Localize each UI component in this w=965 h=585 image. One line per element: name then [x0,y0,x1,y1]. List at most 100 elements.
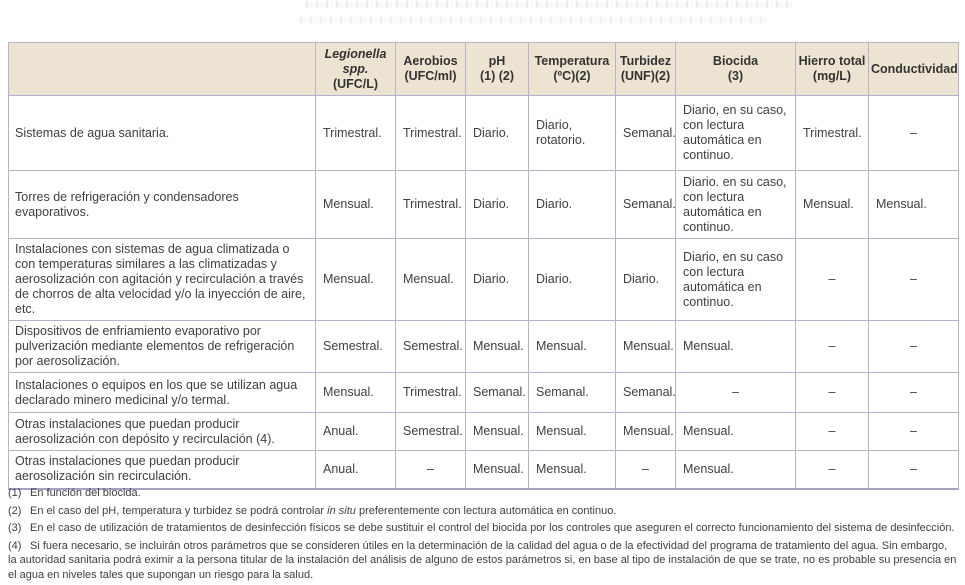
frequency-cell: Anual. [315,412,396,451]
frequency-cell: Diario, rotatorio. [528,95,616,171]
facility-row: Torres de refrigeración y condensadores … [8,170,959,239]
facility-row: Sistemas de agua sanitaria. Trimestral. Tr… [8,95,959,171]
frequency-cell: Mensual. [615,412,676,451]
frequency-cell: Semanal. [615,372,676,413]
frequency-cell: Mensual. [868,170,959,239]
frequency-cell: – [395,450,466,489]
column-header-title: Hierro total [798,54,866,68]
cropped-text-remnant [300,17,768,24]
frequency-cell: Mensual. [315,170,396,239]
facility-row: Otras instalaciones que puedan producir … [8,450,959,489]
frequency-cell: – [675,372,796,413]
facility-row: Dispositivos de enfriamiento evaporativo… [8,320,959,373]
footnotes: (1) En función del biocida. (2) En el caso … [8,486,958,585]
column-header-ph: pH (1) (2) [465,42,529,96]
facility-row: Otras instalaciones que puedan producir … [8,412,959,451]
frequency-cell: Mensual. [795,170,869,239]
monitoring-frequency-table: Legionella spp. (UFC/L) Aerobios (UFC/ml) pH… [8,42,959,490]
footnote-text: preferentemente con lectura automática e… [355,504,617,517]
frequency-cell: Mensual. [465,412,529,451]
column-header-unit: (ºC)(2) [553,69,591,83]
footnote-italic-text: in situ [327,504,356,517]
footnote: (3) En el caso de utilización de tratamie… [8,521,958,536]
frequency-cell: Diario. [615,238,676,321]
column-header-legionella: Legionella spp. (UFC/L) [315,42,396,96]
frequency-cell: – [795,412,869,451]
row-label-cell: Otras instalaciones que puedan producir … [8,450,316,489]
cropped-text-remnant [306,1,794,8]
column-header-unit: (mg/L) [812,69,852,83]
frequency-cell: – [868,412,959,451]
footnote: (4) Si fuera necesario, se incluirán otro… [8,539,958,583]
frequency-cell: Mensual. [315,238,396,321]
column-header-title: Temperatura [534,54,610,68]
column-header-unit: (UNF)(2) [620,69,671,83]
frequency-cell: Diario. [528,170,616,239]
frequency-cell: Mensual. [675,412,796,451]
facility-row: Instalaciones con sistemas de agua clima… [8,238,959,321]
column-header-title: Biocida [712,54,759,68]
column-header-biocida: Biocida (3) [675,42,796,96]
footnote-number: (3) [8,522,22,535]
column-header-unit: (UFC/ml) [404,69,457,83]
frequency-cell: – [795,320,869,373]
frequency-cell: Trimestral. [395,372,466,413]
frequency-cell: Semanal. [615,170,676,239]
footnote: (2) En el caso del pH, temperatura y turb… [8,504,958,519]
footnote-text: En función del biocida. [30,487,141,499]
column-header-unit: (3) [727,69,744,83]
frequency-cell: Mensual. [615,320,676,373]
frequency-cell: Diario. [465,95,529,171]
frequency-cell: Mensual. [528,320,616,373]
footnote-text: Si fuera necesario, se incluirán otros p… [8,539,957,581]
column-header-title: Legionella spp. [324,46,387,76]
frequency-cell: – [868,238,959,321]
frequency-cell: – [868,450,959,489]
frequency-cell: Mensual. [465,450,529,489]
frequency-cell: Mensual. [315,372,396,413]
frequency-cell: Diario. en su caso, con lectura automáti… [675,170,796,239]
frequency-cell: Semanal. [465,372,529,413]
footnote-number: (1) [8,487,22,499]
row-label-cell: Dispositivos de enfriamiento evaporativo… [8,320,316,373]
frequency-cell: Mensual. [528,412,616,451]
frequency-cell: – [868,95,959,171]
frequency-cell: Mensual. [675,320,796,373]
table-header: Legionella spp. (UFC/L) Aerobios (UFC/ml) pH… [8,42,959,96]
frequency-cell: – [795,450,869,489]
frequency-cell: Diario, en su caso con lectura automátic… [675,238,796,321]
column-header-temperatura: Temperatura (ºC)(2) [528,42,616,96]
column-header-unit: (1) (2) [479,69,515,83]
frequency-cell: Diario. [465,238,529,321]
footnote: (1) En función del biocida. [8,486,958,501]
frequency-cell: Mensual. [395,238,466,321]
frequency-cell: – [795,238,869,321]
footnote-number: (4) [8,539,22,552]
frequency-cell: – [615,450,676,489]
column-header-title: Aerobios [403,54,458,68]
row-label-cell: Sistemas de agua sanitaria. [8,95,316,171]
frequency-cell: Mensual. [528,450,616,489]
frequency-cell: Semanal. [528,372,616,413]
facility-row: Instalaciones o equipos en los que se ut… [8,372,959,413]
row-label-cell: Otras instalaciones que puedan producir … [8,412,316,451]
column-header-title: Conductividad [871,61,958,76]
frequency-cell: Trimestral. [315,95,396,171]
column-header-title: pH [488,54,506,68]
frequency-cell: – [868,372,959,413]
column-header-hierro-total: Hierro total (mg/L) [795,42,869,96]
frequency-cell: Diario, en su caso, con lectura automáti… [675,95,796,171]
frequency-cell: Trimestral. [395,95,466,171]
footnote-text: En el caso del pH, temperatura y turbide… [30,504,328,517]
column-header-aerobios: Aerobios (UFC/ml) [395,42,466,96]
column-header-unit: (UFC/L) [332,76,379,91]
frequency-cell: Semestral. [315,320,396,373]
footnote-number: (2) [8,504,22,517]
row-label-cell: Instalaciones con sistemas de agua clima… [8,238,316,321]
frequency-cell: Mensual. [465,320,529,373]
column-header-instalacion [8,42,316,96]
column-header-title: Turbidez [619,54,672,68]
frequency-cell: – [868,320,959,373]
row-label-cell: Torres de refrigeración y condensadores … [8,170,316,239]
frequency-cell: Semestral. [395,412,466,451]
